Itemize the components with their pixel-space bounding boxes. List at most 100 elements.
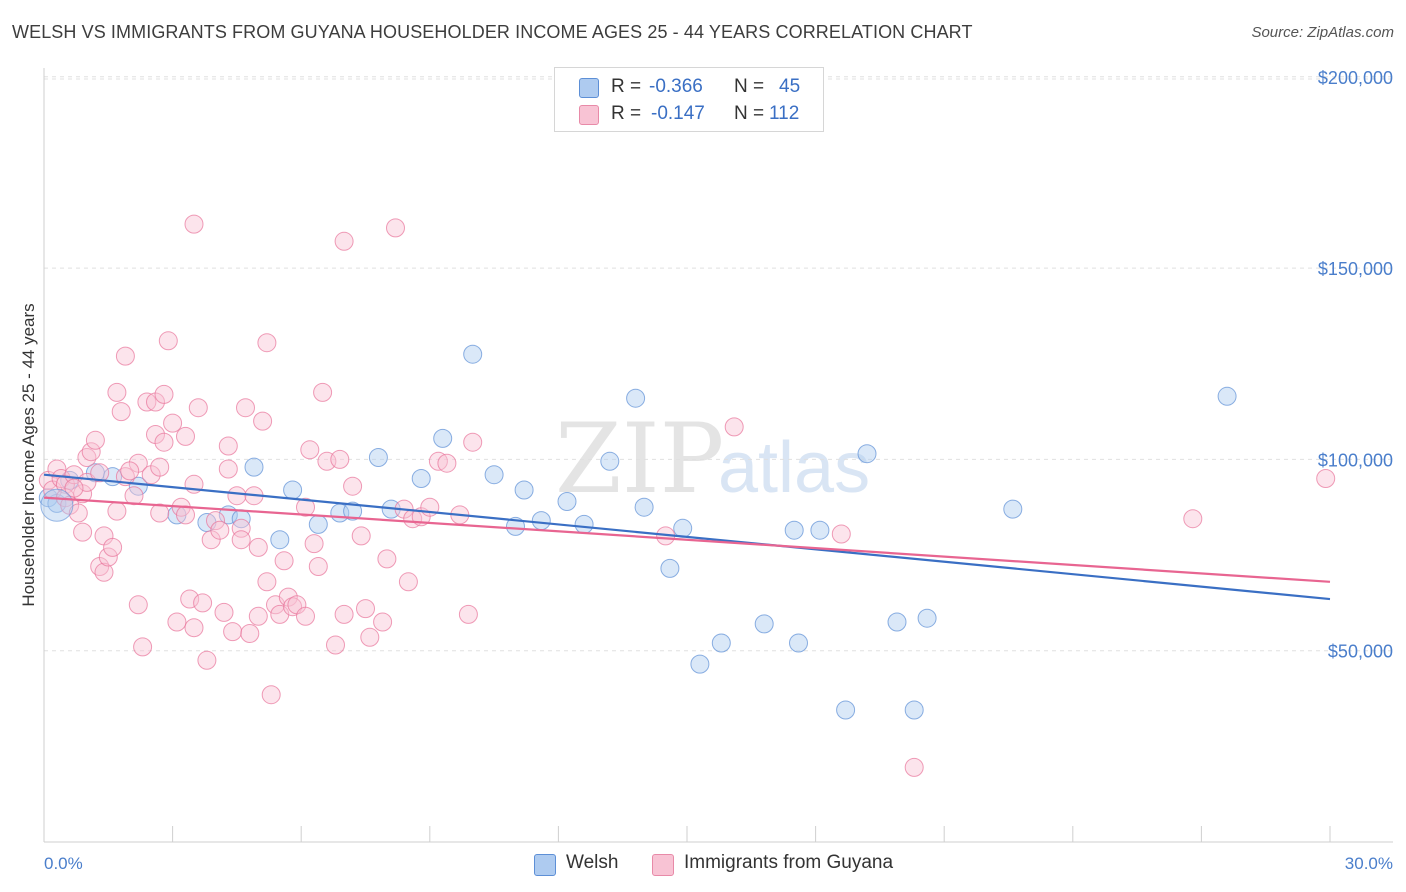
data-point <box>236 398 255 418</box>
data-point <box>184 214 204 234</box>
data-point <box>711 633 731 653</box>
y-tick-labels: $50,000 $100,000 $150,000 $200,000 <box>1318 68 1393 662</box>
data-point <box>218 436 238 456</box>
data-point <box>1217 386 1237 406</box>
data-point <box>304 534 324 554</box>
data-point <box>223 622 243 642</box>
data-point <box>81 442 101 462</box>
y-tick-label: $100,000 <box>1318 450 1393 470</box>
data-point <box>634 497 654 517</box>
data-point <box>904 700 924 720</box>
legend-n-label: N = <box>734 76 765 97</box>
data-point <box>253 411 273 431</box>
data-point <box>574 514 594 534</box>
data-point <box>90 463 110 483</box>
data-point <box>107 501 127 521</box>
data-point <box>115 346 135 366</box>
axes <box>43 68 1393 843</box>
data-point <box>690 654 710 674</box>
y-tick-label: $200,000 <box>1318 68 1393 88</box>
data-point <box>64 478 84 498</box>
data-point <box>128 595 148 615</box>
data-point <box>330 449 350 469</box>
data-point <box>180 589 200 609</box>
data-point <box>261 685 281 705</box>
data-point <box>904 757 924 777</box>
data-point <box>334 604 354 624</box>
data-point <box>98 547 118 567</box>
legend-n-label: N = <box>734 103 765 124</box>
data-point <box>176 505 195 525</box>
data-point <box>274 551 294 571</box>
data-point <box>313 382 333 402</box>
data-point-cluster <box>40 488 74 522</box>
data-point <box>270 530 290 550</box>
bottom-legend-swatch-guyana <box>652 854 674 876</box>
data-point <box>887 612 907 632</box>
data-point <box>343 501 363 521</box>
data-point <box>411 469 431 488</box>
data-point <box>308 557 328 576</box>
data-point <box>300 440 320 460</box>
data-point <box>248 606 268 626</box>
data-point <box>326 635 345 655</box>
data-point <box>163 413 183 433</box>
data-point <box>308 514 328 534</box>
data-point <box>150 503 170 523</box>
data-point <box>810 520 830 540</box>
data-point <box>836 700 856 720</box>
data-point <box>244 457 264 477</box>
data-point <box>47 459 67 479</box>
data-point <box>463 432 483 452</box>
bottom-legend-label-guyana: Immigrants from Guyana <box>684 852 894 873</box>
data-point <box>197 650 217 670</box>
data-point <box>188 398 208 418</box>
data-point <box>176 426 195 446</box>
data-point <box>724 417 744 437</box>
legend-n-value: 112 <box>769 103 800 124</box>
data-point <box>360 627 380 647</box>
data-point <box>296 497 315 517</box>
bottom-legend-swatch-welsh <box>534 854 556 876</box>
data-point <box>531 511 551 531</box>
data-point <box>214 602 234 622</box>
data-point <box>463 344 483 364</box>
data-point <box>484 465 504 485</box>
data-point <box>334 231 354 251</box>
data-point <box>1183 509 1203 529</box>
data-point <box>94 562 114 582</box>
data-point <box>68 503 88 523</box>
data-point <box>133 637 153 657</box>
data-point <box>398 572 418 592</box>
y-tick-label: $50,000 <box>1328 642 1393 662</box>
trend-line-welsh <box>43 473 1331 601</box>
legend-r-label: R = <box>611 76 642 97</box>
data-point <box>784 520 804 540</box>
data-point <box>506 516 525 536</box>
data-point <box>626 388 646 408</box>
data-point <box>73 522 93 542</box>
data-point <box>128 476 148 496</box>
data-point <box>386 218 405 238</box>
correlation-legend: R = -0.366 N = 45 R = -0.147 N = 112 <box>554 67 824 132</box>
bottom-legend-label-welsh: Welsh <box>566 852 619 873</box>
data-point <box>85 430 105 450</box>
watermark-atlas: atlas <box>718 428 870 508</box>
data-point <box>368 448 388 467</box>
data-point <box>103 537 123 557</box>
data-point <box>231 530 251 550</box>
source-label: Source: ZipAtlas.com <box>1251 24 1394 41</box>
gridlines <box>44 76 1393 652</box>
data-point <box>917 608 937 628</box>
data-point <box>514 480 534 500</box>
legend-r-label: R = <box>611 103 642 124</box>
data-point <box>193 593 213 613</box>
data-point <box>210 520 230 540</box>
legend-swatch-welsh <box>579 78 599 98</box>
legend-r-value: -0.147 <box>651 103 705 124</box>
data-point <box>154 384 174 404</box>
chart-title: WELSH VS IMMIGRANTS FROM GUYANA HOUSEHOL… <box>12 22 973 42</box>
data-point <box>218 459 238 479</box>
data-point <box>1316 469 1336 488</box>
